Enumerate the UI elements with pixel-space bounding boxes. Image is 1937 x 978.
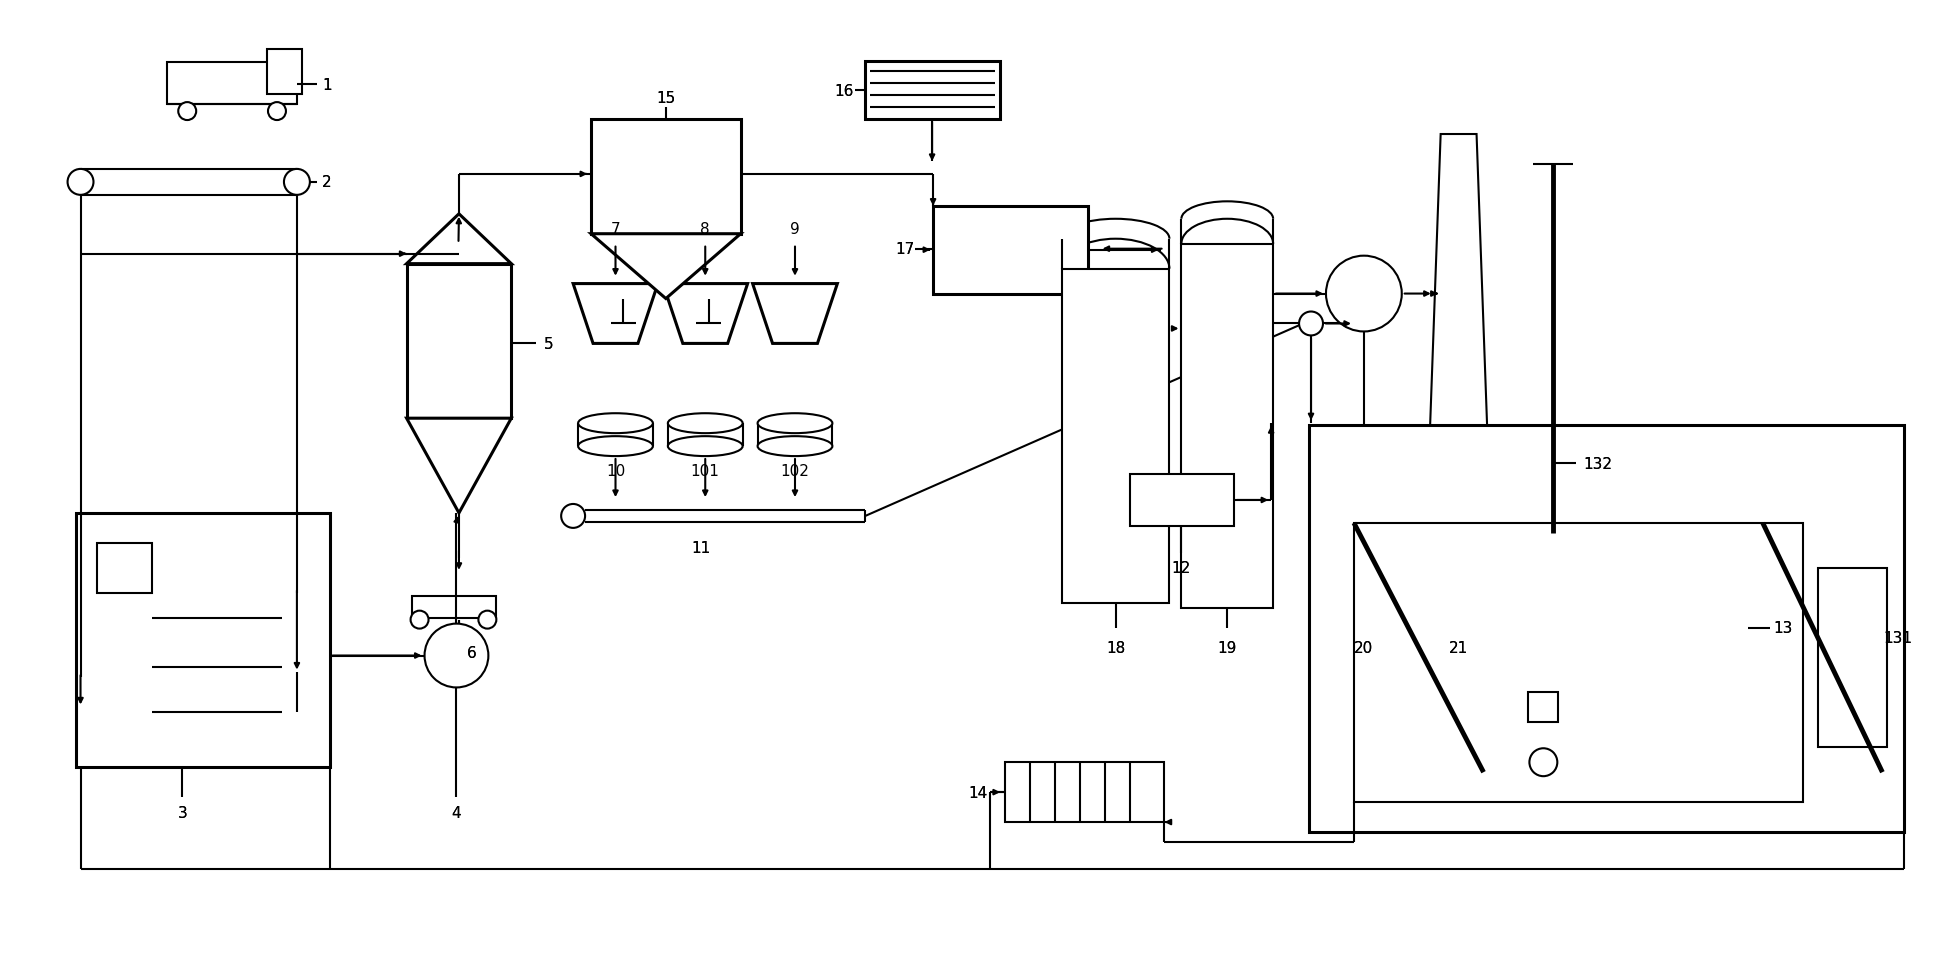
Bar — [1528, 692, 1559, 723]
Circle shape — [178, 103, 196, 121]
Polygon shape — [591, 235, 740, 299]
Text: 6: 6 — [467, 645, 477, 660]
Bar — [591, 120, 740, 235]
Ellipse shape — [757, 437, 833, 457]
Text: 16: 16 — [835, 83, 854, 99]
Text: 3: 3 — [178, 805, 188, 820]
Circle shape — [424, 624, 488, 688]
Text: 1: 1 — [322, 77, 331, 93]
Polygon shape — [1327, 294, 1402, 333]
Text: 5: 5 — [544, 336, 552, 351]
Bar — [167, 64, 296, 105]
Text: 14: 14 — [968, 784, 988, 800]
Text: 11: 11 — [692, 541, 711, 556]
Ellipse shape — [668, 437, 742, 457]
Text: 132: 132 — [1584, 456, 1614, 471]
Text: 132: 132 — [1584, 456, 1614, 471]
Bar — [76, 513, 329, 768]
Polygon shape — [407, 419, 511, 513]
Circle shape — [285, 170, 310, 196]
Circle shape — [267, 103, 287, 121]
Text: 101: 101 — [692, 463, 721, 478]
Bar — [97, 544, 153, 593]
Text: 19: 19 — [1218, 641, 1238, 655]
Polygon shape — [424, 656, 488, 688]
Text: 102: 102 — [781, 463, 810, 478]
Text: 2: 2 — [322, 175, 331, 190]
Text: 15: 15 — [657, 91, 676, 106]
Text: 8: 8 — [701, 222, 711, 237]
Text: 13: 13 — [1772, 620, 1792, 636]
Polygon shape — [662, 285, 748, 344]
Text: 9: 9 — [790, 222, 800, 237]
Text: 10: 10 — [606, 463, 626, 478]
Text: 4: 4 — [451, 805, 461, 820]
Text: 13: 13 — [1772, 620, 1792, 636]
Text: 18: 18 — [1106, 641, 1125, 655]
Text: 12: 12 — [1172, 560, 1191, 576]
Text: 1: 1 — [322, 77, 331, 93]
Bar — [1061, 269, 1170, 603]
Text: 131: 131 — [1883, 631, 1912, 645]
Polygon shape — [407, 214, 511, 264]
Text: 17: 17 — [895, 242, 914, 257]
Text: 20: 20 — [1354, 641, 1373, 655]
Text: 15: 15 — [657, 91, 676, 106]
Text: 16: 16 — [835, 83, 854, 99]
Polygon shape — [1424, 135, 1493, 603]
Text: 2: 2 — [322, 175, 331, 190]
Circle shape — [411, 611, 428, 629]
Text: 3: 3 — [178, 805, 188, 820]
Text: 5: 5 — [544, 336, 552, 351]
Circle shape — [478, 611, 496, 629]
Bar — [407, 264, 511, 419]
Bar — [1129, 474, 1234, 526]
Text: 17: 17 — [895, 242, 914, 257]
Text: 131: 131 — [1883, 631, 1912, 645]
Circle shape — [1300, 312, 1323, 336]
Circle shape — [1530, 748, 1557, 777]
Text: 11: 11 — [692, 541, 711, 556]
Text: 21: 21 — [1449, 641, 1468, 655]
Text: 12: 12 — [1172, 560, 1191, 576]
Text: 14: 14 — [968, 784, 988, 800]
Bar — [411, 596, 496, 618]
Bar — [1309, 425, 1904, 832]
Text: 7: 7 — [610, 222, 620, 237]
Circle shape — [1327, 256, 1402, 333]
Bar — [1182, 244, 1273, 608]
Text: 4: 4 — [451, 805, 461, 820]
Circle shape — [68, 170, 93, 196]
Text: 20: 20 — [1354, 641, 1373, 655]
Polygon shape — [573, 285, 659, 344]
Bar — [1005, 763, 1164, 822]
Text: 19: 19 — [1218, 641, 1238, 655]
Circle shape — [562, 505, 585, 528]
Ellipse shape — [577, 414, 653, 433]
Text: 18: 18 — [1106, 641, 1125, 655]
Polygon shape — [753, 285, 837, 344]
Bar — [866, 63, 999, 120]
Ellipse shape — [757, 414, 833, 433]
Ellipse shape — [577, 437, 653, 457]
Bar — [267, 50, 302, 95]
Text: 21: 21 — [1449, 641, 1468, 655]
Bar — [934, 206, 1089, 294]
Bar — [1817, 568, 1887, 747]
Ellipse shape — [668, 414, 742, 433]
Text: 6: 6 — [467, 645, 477, 660]
Bar — [1354, 523, 1803, 802]
